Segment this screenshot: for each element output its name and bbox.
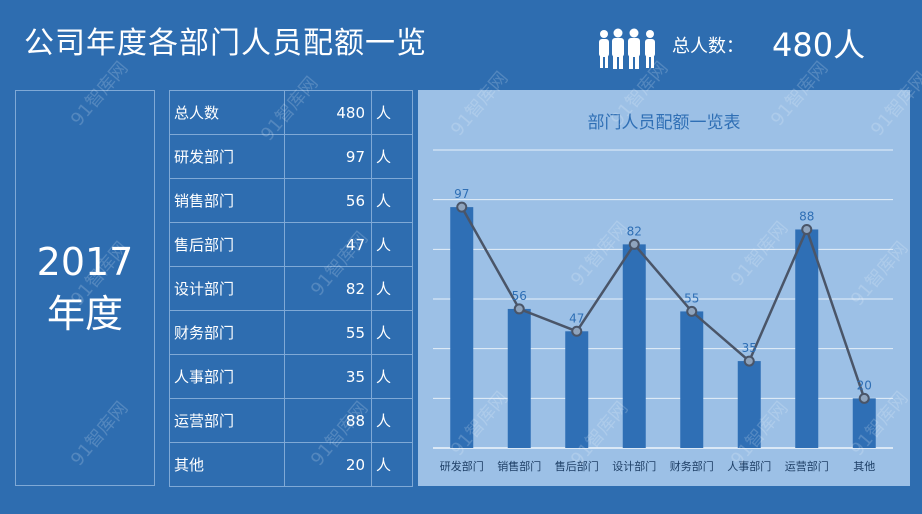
data-label: 56 <box>512 289 527 303</box>
table-row: 运营部门 88 人 <box>169 398 413 443</box>
dept-name-cell: 售后部门 <box>169 222 285 267</box>
quota-table: 总人数 480 人研发部门 97 人销售部门 56 人售后部门 47 人设计部门 82 人财务部门 5… <box>169 90 413 487</box>
chart-title: 部门人员配额一览表 <box>588 113 741 133</box>
bar <box>622 244 646 448</box>
year-suffix: 年度 <box>46 292 123 336</box>
page-title: 公司年度各部门人员配额一览 <box>24 26 427 61</box>
dept-name-cell: 销售部门 <box>169 178 285 223</box>
headcount-cell: 47 <box>284 222 372 267</box>
data-label: 55 <box>684 291 699 305</box>
dept-name-cell: 其他 <box>169 442 285 487</box>
dept-name-cell: 人事部门 <box>169 354 285 399</box>
table-row: 人事部门 35 人 <box>169 354 413 399</box>
trend-line <box>460 206 866 399</box>
line-point <box>858 392 870 404</box>
headcount-cell: 56 <box>284 178 372 223</box>
dept-name-cell: 运营部门 <box>169 398 285 443</box>
table-row: 设计部门 82 人 <box>169 266 413 311</box>
year-box: 2017 年度 <box>15 90 155 486</box>
line-point <box>686 305 698 317</box>
headcount-cell: 82 <box>284 266 372 311</box>
unit-cell: 人 <box>371 354 413 399</box>
line-point <box>571 325 583 337</box>
x-tick-label: 其他 <box>853 460 875 473</box>
x-tick-label: 销售部门 <box>497 459 541 473</box>
data-label: 82 <box>627 224 642 238</box>
x-tick-label: 设计部门 <box>612 459 656 473</box>
x-tick-label: 人事部门 <box>727 459 771 473</box>
bar <box>795 229 819 448</box>
bar <box>852 398 876 448</box>
unit-cell: 人 <box>371 134 413 179</box>
headcount-cell: 97 <box>284 134 372 179</box>
table-row: 总人数 480 人 <box>169 90 413 135</box>
dept-name-cell: 设计部门 <box>169 266 285 311</box>
total-label: 总人数： <box>672 36 744 57</box>
headcount-cell: 88 <box>284 398 372 443</box>
line-point <box>513 303 525 315</box>
table-row: 研发部门 97 人 <box>169 134 413 179</box>
unit-cell: 人 <box>371 90 413 135</box>
bar <box>737 361 761 448</box>
unit-cell: 人 <box>371 442 413 487</box>
data-label: 35 <box>742 341 757 355</box>
bar <box>680 311 704 448</box>
headcount-cell: 20 <box>284 442 372 487</box>
dept-name-cell: 财务部门 <box>169 310 285 355</box>
data-label: 47 <box>569 311 584 325</box>
line-point <box>801 223 813 235</box>
quota-chart: 部门人员配额一览表 97 研发部门 56 销售部门 47 售后部门 82 设计部门 55 财务部门 3… <box>433 113 893 473</box>
unit-cell: 人 <box>371 222 413 267</box>
chart-panel: 部门人员配额一览表 97 研发部门 56 销售部门 47 售后部门 82 设计部门 55 财务部门 3… <box>418 90 910 486</box>
people-group-icon <box>599 28 655 69</box>
year-number: 2017 <box>36 240 134 284</box>
bar <box>507 308 531 448</box>
line-point <box>743 355 755 367</box>
unit-cell: 人 <box>371 266 413 311</box>
table-row: 售后部门 47 人 <box>169 222 413 267</box>
bar <box>450 207 474 448</box>
unit-cell: 人 <box>371 398 413 443</box>
dept-name-cell: 研发部门 <box>169 134 285 179</box>
headcount-cell: 480 <box>284 90 372 135</box>
data-label: 88 <box>799 209 814 223</box>
table-row: 销售部门 56 人 <box>169 178 413 223</box>
unit-cell: 人 <box>371 310 413 355</box>
bar <box>565 331 589 448</box>
headcount-cell: 55 <box>284 310 372 355</box>
data-label: 97 <box>454 187 469 201</box>
line-point <box>628 238 640 250</box>
unit-cell: 人 <box>371 178 413 223</box>
dept-name-cell: 总人数 <box>169 90 285 135</box>
x-tick-label: 研发部门 <box>440 459 484 473</box>
data-label: 20 <box>857 378 872 392</box>
line-point <box>456 201 468 213</box>
total-value: 480人 <box>772 26 866 64</box>
x-tick-label: 运营部门 <box>785 459 829 473</box>
headcount-cell: 35 <box>284 354 372 399</box>
x-tick-label: 财务部门 <box>670 459 714 473</box>
x-tick-label: 售后部门 <box>555 459 599 473</box>
table-row: 财务部门 55 人 <box>169 310 413 355</box>
table-row: 其他 20 人 <box>169 442 413 487</box>
